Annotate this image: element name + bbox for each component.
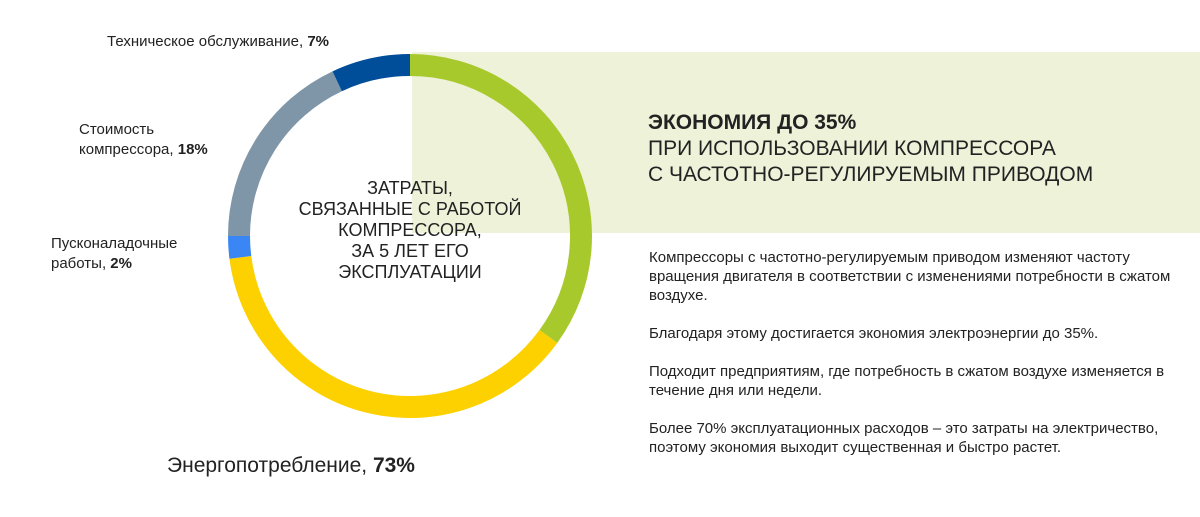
description-paragraph: Более 70% эксплуатационных расходов – эт…	[649, 420, 1159, 456]
donut-slice-0	[332, 54, 411, 92]
donut-slice-2	[228, 235, 252, 259]
description-paragraph: Благодаря этому достигается экономия эле…	[649, 325, 1099, 342]
donut-chart	[228, 54, 592, 418]
headline-bold: ЭКОНОМИЯ ДО 35%	[648, 111, 857, 134]
center-line: ЗАТРАТЫ,	[367, 178, 453, 198]
center-line: СВЯЗАННЫЕ С РАБОТОЙ	[298, 199, 522, 219]
donut-center-label: ЗАТРАТЫ, СВЯЗАННЫЕ С РАБОТОЙ КОМПРЕССОРА…	[260, 178, 560, 283]
label-energy: Энергопотребление, 73%	[167, 454, 415, 477]
label-maintenance: Техническое обслуживание, 7%	[107, 33, 330, 50]
description: Компрессоры с частотно-регулируемым прив…	[649, 248, 1179, 476]
donut-slice-1	[228, 71, 343, 237]
description-paragraph: Подходит предприятиям, где потребность в…	[649, 363, 1165, 399]
donut-slice-energy-savings	[409, 54, 592, 343]
label-commissioning: Пусконаладочные работы, 2%	[51, 235, 178, 272]
label-compressor-cost: Стоимость компрессора, 18%	[79, 121, 208, 158]
center-line: КОМПРЕССОРА,	[338, 220, 482, 240]
description-paragraph: Компрессоры с частотно-регулируемым прив…	[649, 249, 1171, 304]
savings-headline: ЭКОНОМИЯ ДО 35% ПРИ ИСПОЛЬЗОВАНИИ КОМПРЕ…	[648, 110, 1093, 188]
center-line: ЗА 5 ЛЕТ ЕГО	[351, 241, 469, 261]
donut-slice-energy	[229, 256, 558, 418]
center-line: ЭКСПЛУАТАЦИИ	[338, 262, 482, 282]
headline-line: С ЧАСТОТНО-РЕГУЛИРУЕМЫМ ПРИВОДОМ	[648, 163, 1094, 186]
headline-line: ПРИ ИСПОЛЬЗОВАНИИ КОМПРЕССОРА	[648, 137, 1056, 160]
